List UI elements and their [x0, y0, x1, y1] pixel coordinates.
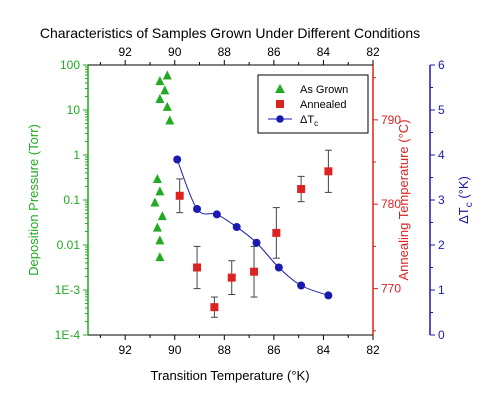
as-grown-point: [157, 211, 167, 221]
x-tick-label-top: 92: [118, 45, 132, 59]
x-tick-label-bottom: 86: [267, 343, 281, 357]
chart-title: Characteristics of Samples Grown Under D…: [40, 25, 420, 41]
x-tick-label-bottom: 92: [118, 343, 132, 357]
dtc-tick-label: 4: [438, 148, 445, 162]
x-tick-label-bottom: 90: [168, 343, 182, 357]
as-grown-point: [162, 101, 172, 111]
pressure-tick-label: 1E-3: [55, 283, 81, 297]
as-grown-point: [155, 235, 165, 245]
data-layer: [150, 70, 333, 318]
x-tick-label-bottom: 82: [366, 343, 380, 357]
legend-label-as-grown: As Grown: [300, 84, 348, 96]
dtc-point: [324, 291, 333, 300]
pressure-tick-label: 0.1: [63, 193, 80, 207]
anneal-tick-label: 790: [381, 113, 401, 127]
x-tick-label-top: 88: [218, 45, 232, 59]
dtc-point: [274, 263, 283, 272]
annealed-point: [210, 303, 219, 312]
as-grown-point: [165, 115, 175, 125]
legend: As Grown Annealed ΔTc: [257, 74, 369, 134]
pressure-tick-label: 1: [73, 148, 80, 162]
legend-label-dtc-sub: c: [314, 119, 318, 128]
pressure-axis-label: Deposition Pressure (Torr): [26, 124, 41, 276]
dtc-point: [173, 155, 182, 164]
x-tick-label-top: 84: [317, 45, 331, 59]
dtc-tick-label: 0: [438, 328, 445, 342]
as-grown-point: [155, 252, 165, 262]
annealed-point: [227, 273, 236, 282]
dtc-point: [212, 210, 221, 219]
dtc-axis-label-main: ΔT: [456, 207, 471, 224]
legend-circle-marker: [276, 115, 284, 123]
annealed-point: [324, 167, 333, 176]
x-tick-label-top: 82: [366, 45, 380, 59]
dtc-tick-label: 2: [438, 238, 445, 252]
pressure-tick-label: 0.01: [57, 238, 81, 252]
x-tick-label-top: 90: [168, 45, 182, 59]
legend-label-annealed: Annealed: [300, 99, 347, 111]
legend-triangle-marker: [275, 84, 285, 93]
dtc-point: [193, 205, 202, 213]
anneal-axis-label: Annealing Temperature (°C): [396, 119, 411, 280]
dtc-tick-label: 6: [438, 58, 445, 72]
as-grown-point: [155, 94, 165, 104]
dtc-tick-label: 3: [438, 193, 445, 207]
x-tick-label-bottom: 88: [218, 343, 232, 357]
dtc-point: [252, 238, 261, 247]
legend-label-dtc: ΔTc: [300, 114, 318, 128]
legend-square-marker: [276, 100, 284, 108]
as-grown-point: [162, 70, 172, 80]
annealed-point: [175, 191, 184, 200]
pressure-tick-label: 1E-4: [55, 328, 81, 342]
annealed-point: [272, 228, 281, 237]
annealed-point: [297, 185, 306, 194]
dtc-axis-label-tail: (°K): [456, 176, 471, 202]
dtc-point: [232, 223, 241, 231]
x-tick-label-bottom: 84: [317, 343, 331, 357]
as-grown-point: [155, 76, 165, 86]
x-tick-label-top: 86: [267, 45, 281, 59]
x-axis-label: Transition Temperature (°K): [150, 368, 309, 383]
as-grown-point: [152, 222, 162, 232]
ticks-layer: 92 92 90 90 88 88 86 86 84 84 82 82 1E-4 1E-3 0.01 0.1 1…: [55, 45, 445, 357]
pressure-tick-label: 10: [67, 103, 81, 117]
annealed-point: [193, 263, 202, 272]
as-grown-point: [160, 85, 170, 95]
dtc-tick-label: 5: [438, 103, 445, 117]
dtc-tick-label: 1: [438, 283, 445, 297]
anneal-tick-label: 770: [381, 282, 401, 296]
annealed-point: [250, 267, 259, 276]
as-grown-point: [150, 197, 160, 207]
pressure-tick-label: 100: [60, 58, 80, 72]
as-grown-point: [152, 174, 162, 184]
anneal-tick-label: 780: [381, 197, 401, 211]
dtc-axis-label: ΔTc (°K): [456, 176, 475, 224]
legend-label-dtc-main: ΔT: [300, 114, 314, 126]
dtc-point: [297, 281, 306, 290]
as-grown-point: [155, 186, 165, 196]
dtc-axis-label-sub: c: [464, 202, 475, 207]
